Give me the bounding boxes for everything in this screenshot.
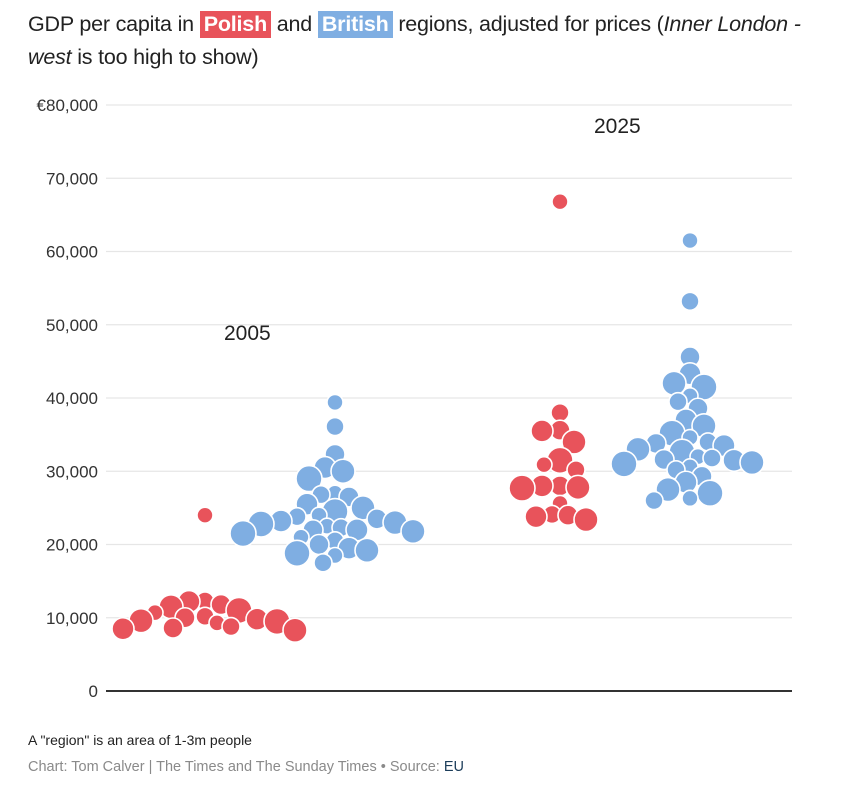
british-region-dot-2025 <box>681 231 699 250</box>
british-region-dot-2025 <box>644 490 664 511</box>
polish-region-dot-2025 <box>530 419 554 443</box>
british-region-dot-2025 <box>696 479 724 508</box>
polish-region-dot-2005 <box>282 617 308 644</box>
british-region-dot-2005 <box>330 458 356 485</box>
polish-region-dot-2025 <box>508 474 536 502</box>
y-axis-ticks: 0 10,000 20,000 30,000 40,000 50,000 60,000 70,… <box>37 96 98 701</box>
year-label-2005: 2005 <box>224 322 271 345</box>
british-region-dot-2005 <box>313 553 333 573</box>
source-link[interactable]: EU <box>443 759 464 775</box>
polish-region-dot-2005 <box>111 616 135 641</box>
british-region-dot-2005 <box>325 416 345 437</box>
y-tick-label: 40,000 <box>46 389 98 408</box>
data-points <box>111 192 765 644</box>
y-tick-label: 70,000 <box>46 169 98 188</box>
y-tick-label: 0 <box>89 682 98 701</box>
polish-region-dot-2005 <box>221 616 241 637</box>
y-tick-label: 20,000 <box>46 536 98 555</box>
year-labels: 2005 2025 <box>224 115 641 345</box>
british-region-dot-2025 <box>702 448 722 468</box>
polish-region-dot-2025 <box>565 474 591 501</box>
legend-polish: Polish <box>199 11 271 38</box>
title-prefix: GDP per capita in <box>28 12 194 36</box>
credit-text: Chart: Tom Calver | The Times and The Su… <box>28 759 444 775</box>
british-region-dot-2025 <box>610 450 638 478</box>
footnote: A "region" is an area of 1-3m people <box>28 732 252 748</box>
polish-region-dot-2025 <box>524 504 548 529</box>
british-region-dot-2005 <box>400 518 426 545</box>
chart-title: GDP per capita in Polish and British reg… <box>28 8 828 74</box>
polish-region-dot-2025 <box>535 455 553 474</box>
polish-region-dot-2025 <box>550 402 570 423</box>
credit-line: Chart: Tom Calver | The Times and The Su… <box>28 759 464 775</box>
y-tick-label: 30,000 <box>46 462 98 481</box>
y-tick-label: 50,000 <box>46 316 98 335</box>
title-and: and <box>276 12 313 36</box>
y-tick-label: 10,000 <box>46 609 98 628</box>
british-region-dot-2025 <box>668 391 688 412</box>
polish-region-dot-2005 <box>196 506 214 525</box>
title-suffix: regions, adjusted for prices ( <box>398 12 664 36</box>
british-region-dot-2005 <box>283 539 311 568</box>
polish-region-dot-2025 <box>573 506 599 533</box>
british-region-dot-2025 <box>680 291 700 312</box>
polish-region-dot-2025 <box>561 429 587 455</box>
title-suffix-2: is too high to show) <box>71 45 259 69</box>
british-region-dot-2005 <box>354 537 380 564</box>
british-region-dot-2005 <box>295 464 323 493</box>
british-region-dot-2005 <box>308 533 330 556</box>
british-region-dot-2025 <box>681 489 699 508</box>
y-tick-label: €80,000 <box>37 96 98 115</box>
polish-region-dot-2025 <box>551 192 569 211</box>
british-region-dot-2005 <box>326 393 344 412</box>
title-italic: Inner London - west <box>28 12 801 69</box>
polish-region-dot-2005 <box>162 617 184 639</box>
y-tick-label: 60,000 <box>46 243 98 262</box>
british-region-dot-2025 <box>739 449 765 476</box>
year-label-2025: 2025 <box>594 115 641 138</box>
legend-british: British <box>317 11 393 38</box>
british-region-dot-2005 <box>229 519 257 548</box>
